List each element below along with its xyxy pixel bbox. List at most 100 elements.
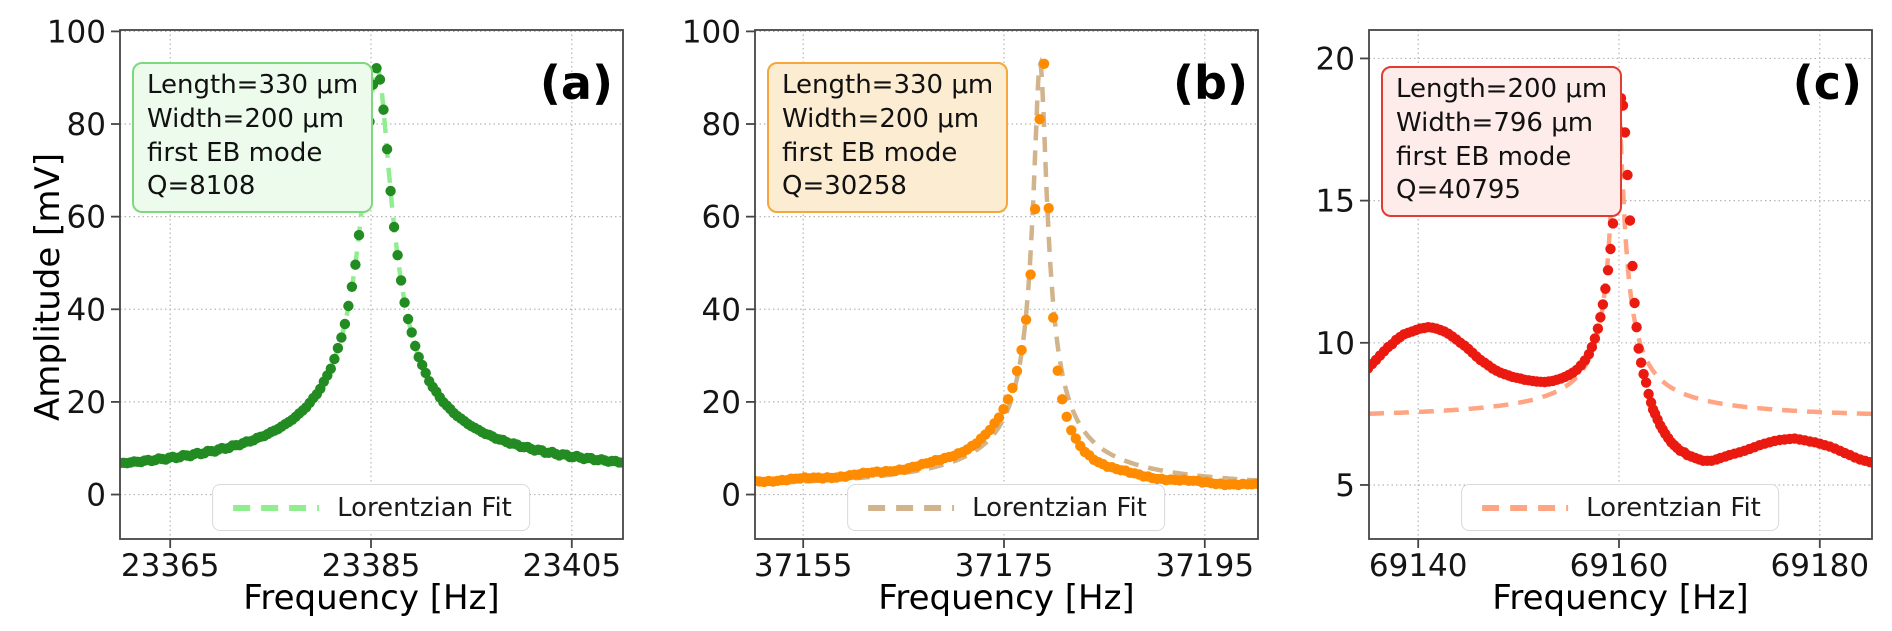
legend-label: Lorentzian Fit <box>1586 492 1761 523</box>
data-point <box>346 281 358 292</box>
dashed-line-sample-icon <box>1482 504 1569 511</box>
data-point <box>1635 357 1647 368</box>
data-point <box>353 229 365 241</box>
data-point <box>1607 218 1619 229</box>
panel-b-legend: Lorentzian Fit <box>847 484 1165 531</box>
data-point <box>1643 388 1654 400</box>
panel-c-annotation: Length=200 μm Width=796 μm first EB mode… <box>1381 66 1623 218</box>
lorentzian-fit-curve <box>1369 86 1872 417</box>
measured-data-points <box>755 58 1258 491</box>
data-point <box>1038 58 1050 69</box>
x-tick-label: 37175 <box>955 548 1054 584</box>
data-point <box>1631 322 1642 333</box>
data-point <box>392 250 403 261</box>
panel-c-legend: Lorentzian Fit <box>1461 484 1779 531</box>
data-point <box>381 144 393 155</box>
data-point <box>1052 365 1063 376</box>
data-point <box>350 259 361 270</box>
data-point <box>1057 394 1068 405</box>
annotation-line: Q=8108 <box>147 171 256 202</box>
annotation-line: first EB mode <box>1396 141 1572 172</box>
data-point <box>402 313 414 325</box>
data-point <box>406 327 417 338</box>
data-point <box>339 318 351 330</box>
axes-frame <box>1368 29 1873 540</box>
panel-b-label: (b) <box>1173 56 1248 110</box>
panel-a-legend: Lorentzian Fit <box>212 484 530 531</box>
data-point <box>378 104 389 115</box>
data-point <box>395 275 407 286</box>
x-tick-label: 23405 <box>522 548 621 584</box>
y-tick-label: 20 <box>702 385 741 421</box>
data-point <box>1016 344 1027 356</box>
data-point <box>998 404 1009 415</box>
x-tick-label: 23385 <box>322 548 421 584</box>
data-point <box>336 332 347 343</box>
x-axis-label-a: Frequency [Hz] <box>243 578 500 618</box>
data-point <box>329 353 340 365</box>
annotation-line: first EB mode <box>782 137 958 168</box>
y-tick-label: 0 <box>721 478 741 514</box>
data-point <box>413 351 424 363</box>
data-point <box>1011 365 1023 377</box>
data-point <box>1595 312 1606 323</box>
data-point <box>385 185 396 197</box>
data-point <box>1624 215 1636 226</box>
annotation-line: Length=330 μm <box>147 70 359 100</box>
dashed-line-sample-icon <box>233 504 320 511</box>
annotation-line: Width=796 μm <box>1396 107 1594 138</box>
y-tick-label: 0 <box>86 478 106 514</box>
y-tick-label: 60 <box>67 200 106 236</box>
y-axis-label: Amplitude [mV] <box>28 153 68 421</box>
data-point <box>1061 411 1072 422</box>
annotation-line: Length=330 μm <box>782 70 994 100</box>
data-point <box>1007 382 1018 394</box>
y-tick-label: 20 <box>67 385 106 421</box>
annotation-line: Q=30258 <box>782 171 907 202</box>
data-point <box>1864 457 1872 468</box>
data-point <box>1589 333 1601 344</box>
data-point <box>1622 169 1633 181</box>
data-point <box>1025 269 1036 280</box>
axes-frame <box>754 29 1259 540</box>
data-point <box>1586 341 1598 353</box>
y-tick-label: 40 <box>67 292 106 328</box>
y-tick-label: 100 <box>47 14 106 50</box>
y-tick-label: 60 <box>702 200 741 236</box>
data-point <box>1640 377 1652 388</box>
panel-b-annotation: Length=330 μm Width=200 μm first EB mode… <box>767 62 1009 214</box>
data-point <box>1638 368 1649 380</box>
panel-a-label: (a) <box>539 56 613 110</box>
data-point <box>410 340 421 352</box>
data-point <box>1605 243 1616 255</box>
data-point <box>1020 314 1032 325</box>
panel-c: 69140 69160 69180 5 10 15 20 <box>1316 29 1873 584</box>
data-point <box>1619 127 1631 138</box>
data-point <box>388 221 400 233</box>
data-point <box>1629 297 1640 309</box>
data-point <box>617 457 623 468</box>
annotation-line: Width=200 μm <box>782 103 980 134</box>
data-point <box>1597 299 1609 310</box>
data-point <box>993 412 1005 423</box>
y-tick-label: 10 <box>1316 326 1355 362</box>
x-axis-label-c: Frequency [Hz] <box>1492 578 1749 618</box>
x-axis-label-b: Frequency [Hz] <box>878 578 1135 618</box>
data-point <box>343 300 354 312</box>
annotation-line: Width=200 μm <box>147 103 345 134</box>
data-point <box>1048 312 1059 323</box>
data-point <box>417 359 428 371</box>
data-point <box>371 62 382 74</box>
data-point <box>374 74 386 85</box>
annotation-line: Q=40795 <box>1396 175 1521 206</box>
y-tick-label: 5 <box>1335 468 1355 504</box>
y-tick-label: 40 <box>702 292 741 328</box>
data-point <box>1251 478 1258 489</box>
x-tick-label: 69140 <box>1369 548 1468 584</box>
data-point <box>1600 283 1611 294</box>
data-point <box>420 367 431 379</box>
data-point <box>1043 203 1054 214</box>
legend-label: Lorentzian Fit <box>337 492 512 523</box>
